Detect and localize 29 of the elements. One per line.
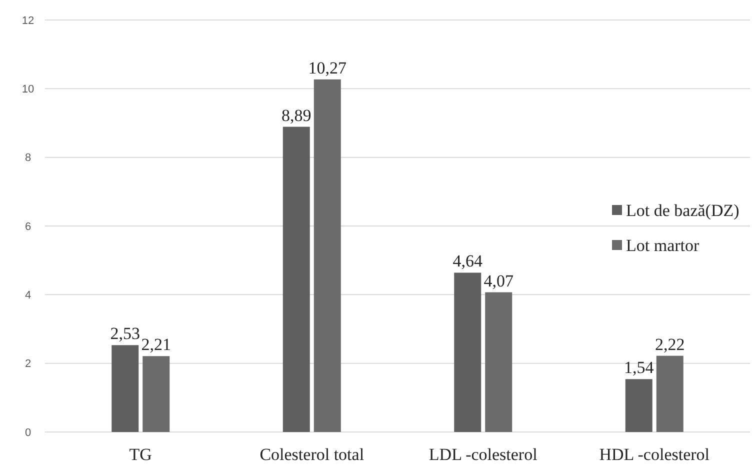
data-label: 2,53	[110, 324, 140, 344]
data-label: 2,21	[141, 335, 171, 354]
bar	[656, 356, 684, 432]
bar	[282, 126, 310, 432]
y-tick-label: 2	[24, 358, 32, 370]
data-label: 2,22	[655, 334, 685, 354]
data-label: 10,27	[308, 58, 347, 78]
x-tick-label: Colesterol total	[260, 445, 364, 464]
data-label: 8,89	[282, 106, 312, 125]
data-label: 4,07	[484, 271, 514, 290]
bar	[485, 292, 512, 432]
legend-label: Lot de bază(DZ)	[626, 200, 740, 220]
x-tick-label: TG	[129, 445, 152, 464]
y-tick-label: 4	[24, 290, 32, 302]
bar	[314, 79, 341, 432]
data-label: 1,54	[624, 358, 654, 378]
bar	[112, 345, 139, 432]
x-tick-label: HDL -colesterol	[599, 445, 710, 464]
bar	[625, 379, 652, 432]
data-label: 4,64	[452, 252, 483, 271]
bar	[142, 356, 170, 432]
y-tick-label: 10	[22, 84, 34, 96]
bar	[454, 272, 482, 432]
y-tick-label: 8	[24, 152, 32, 164]
y-tick-label: 12	[22, 14, 34, 27]
y-tick-label: 6	[24, 220, 32, 233]
legend-label: Lot martor	[626, 236, 700, 255]
x-tick-label: LDL -colesterol	[428, 445, 538, 464]
y-tick-label: 0	[24, 426, 32, 439]
